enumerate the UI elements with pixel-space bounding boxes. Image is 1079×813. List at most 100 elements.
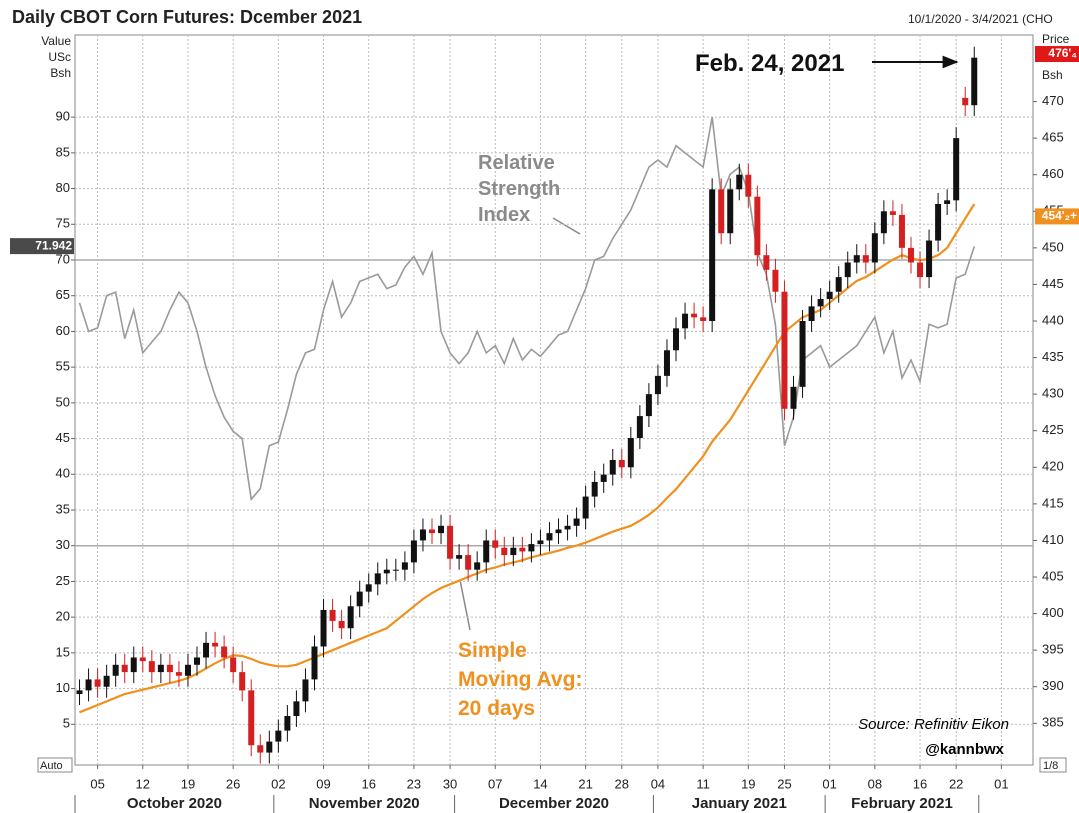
x-tick-label: 11 xyxy=(696,776,710,791)
candle-body xyxy=(175,672,182,676)
candle-body xyxy=(962,97,969,106)
y-tick-label: 50 xyxy=(56,394,70,409)
value-box-label: 454'₂+ xyxy=(1042,209,1077,223)
y-tick-label: 75 xyxy=(56,216,70,231)
y2-tick-label: 430 xyxy=(1042,386,1064,401)
y-tick-label: 30 xyxy=(56,537,70,552)
candle-body xyxy=(293,701,300,716)
y2-axis-label: Price xyxy=(1042,32,1070,46)
x-tick-label: 22 xyxy=(949,776,963,791)
x-tick-label: 23 xyxy=(407,776,421,791)
y-tick-label: 35 xyxy=(56,501,70,516)
candle-body xyxy=(447,525,454,559)
source: Source: Refinitiv Eikon xyxy=(858,716,1009,733)
x-tick-label: 26 xyxy=(226,776,240,791)
candle-body xyxy=(184,664,191,676)
value-box xyxy=(10,238,74,255)
line-series xyxy=(79,203,976,714)
candle-body xyxy=(275,730,282,742)
candle-body xyxy=(356,591,363,607)
sma-pointer xyxy=(459,579,471,631)
candle-body xyxy=(284,715,291,731)
candle-body xyxy=(510,547,517,556)
y-axis-label: Bsh xyxy=(50,66,71,80)
candle-body xyxy=(591,481,598,497)
candle-body xyxy=(871,233,878,263)
candle-body xyxy=(880,211,887,234)
candle-body xyxy=(546,533,553,541)
candle-body xyxy=(221,646,228,658)
candle-body xyxy=(230,657,237,673)
candle-body xyxy=(438,525,445,534)
candle-body xyxy=(483,540,490,563)
candle-body xyxy=(166,664,173,673)
candle-body xyxy=(401,562,408,570)
candle-body xyxy=(754,196,761,256)
candle-body xyxy=(745,174,752,197)
y2-tick-label: 465 xyxy=(1042,130,1064,145)
y2-tick-label: 390 xyxy=(1042,678,1064,693)
scale-mode: Auto xyxy=(40,760,63,772)
candle-body xyxy=(492,540,499,548)
value-box-label: 71.942 xyxy=(35,238,72,252)
handle: @kannbwx xyxy=(925,741,1004,758)
month-label: November 2020 xyxy=(309,795,420,812)
candle-body xyxy=(456,555,463,559)
candle-body xyxy=(817,299,824,307)
y-tick-label: 15 xyxy=(56,644,70,659)
sma-label: Simple Moving Avg: 20 days xyxy=(458,639,583,720)
y2-tick-label: 415 xyxy=(1042,495,1064,510)
candle-body xyxy=(799,321,806,387)
candle-body xyxy=(76,690,83,695)
candle-body xyxy=(971,57,978,106)
candle-body xyxy=(103,675,110,687)
y2-tick-label: 435 xyxy=(1042,349,1064,364)
candle-body xyxy=(663,350,670,376)
candle-body xyxy=(898,214,905,248)
x-tick-label: 19 xyxy=(741,776,755,791)
rsi-pointer xyxy=(552,217,581,235)
candle-body xyxy=(682,313,689,329)
candle-body xyxy=(573,518,580,526)
candle-body xyxy=(347,606,354,629)
candle-body xyxy=(654,375,661,395)
candle-body xyxy=(383,569,390,574)
y2-tick-label: 400 xyxy=(1042,605,1064,620)
candle-body xyxy=(582,496,589,519)
scale-box xyxy=(37,757,73,773)
candle-body xyxy=(365,584,372,592)
candle-body xyxy=(862,255,869,263)
candle-body xyxy=(428,529,435,534)
y-tick-label: 25 xyxy=(56,573,70,588)
candle-body xyxy=(935,203,942,241)
y2-tick-label: 425 xyxy=(1042,422,1064,437)
candle-body xyxy=(85,679,92,691)
candle-body xyxy=(636,416,643,439)
candle-body xyxy=(944,200,951,204)
x-tick-label: 19 xyxy=(181,776,195,791)
y2-axis-label: Bsh xyxy=(1042,68,1063,82)
candle-body xyxy=(157,664,164,673)
candle-body xyxy=(555,529,562,534)
candle-body xyxy=(645,394,652,417)
y2-tick-label: 420 xyxy=(1042,459,1064,474)
price-fraction: 1/8 xyxy=(1043,760,1058,772)
candle-body xyxy=(329,609,336,621)
candle-body xyxy=(374,573,381,585)
x-tick-label: 12 xyxy=(136,776,150,791)
candle-body xyxy=(266,741,273,753)
y-tick-label: 5 xyxy=(63,716,70,731)
y-tick-label: 10 xyxy=(56,680,70,695)
candle-body xyxy=(709,189,716,322)
x-tick-label: 30 xyxy=(443,776,457,791)
x-tick-label: 08 xyxy=(868,776,882,791)
x-tick-label: 02 xyxy=(271,776,285,791)
plot-area xyxy=(74,34,1034,766)
y-axis-label: USc xyxy=(48,50,71,64)
x-tick-label: 07 xyxy=(488,776,502,791)
candle-body xyxy=(926,240,933,278)
x-tick-label: 01 xyxy=(994,776,1008,791)
y2-tick-label: 405 xyxy=(1042,568,1064,583)
candle-body xyxy=(718,189,725,234)
